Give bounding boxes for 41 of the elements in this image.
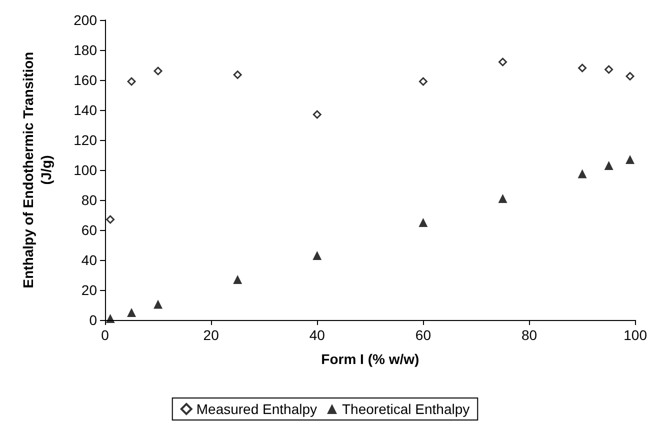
point: [626, 155, 635, 164]
point: [498, 194, 508, 203]
point: [154, 300, 163, 309]
legend-label: Theoretical Enthalpy: [342, 401, 470, 417]
point: [604, 65, 614, 74]
x-tick-label: 40: [309, 327, 326, 343]
x-tick-label: 100: [624, 327, 648, 343]
y-tick-label: 200: [74, 12, 98, 28]
point: [626, 72, 634, 80]
point: [418, 77, 428, 86]
y-tick-label: 40: [81, 252, 98, 268]
point: [127, 308, 136, 317]
point: [106, 314, 115, 323]
y-tick-label: 0: [89, 312, 98, 328]
x-tick-label: 0: [101, 327, 110, 343]
y-tick-label: 80: [81, 192, 98, 208]
y-axis-title: Enthalpy of Endothermic Transition (J/g): [20, 52, 54, 288]
y-tick-label: 60: [81, 222, 98, 238]
point: [154, 66, 162, 76]
x-tick-label: 60: [415, 327, 432, 343]
point: [578, 64, 587, 72]
point: [106, 215, 115, 224]
point: [233, 275, 242, 284]
x-axis-title: Form I (% w/w): [321, 351, 420, 367]
y-tick-label: 160: [74, 72, 98, 88]
point: [578, 169, 587, 178]
point: [233, 70, 242, 79]
point: [312, 110, 322, 119]
point: [498, 58, 507, 66]
point: [127, 77, 136, 86]
legend-label: Measured Enthalpy: [196, 401, 318, 417]
x-tick-label: 80: [521, 327, 538, 343]
y-tick-label: 140: [74, 102, 98, 118]
point: [604, 161, 614, 170]
x-tick-label: 20: [203, 327, 220, 343]
y-tick-label: 20: [81, 282, 98, 298]
y-tick-label: 100: [74, 162, 98, 178]
point: [418, 218, 428, 227]
y-tick-label: 120: [74, 132, 98, 148]
y-tick-label: 180: [74, 42, 98, 58]
point: [312, 251, 322, 260]
